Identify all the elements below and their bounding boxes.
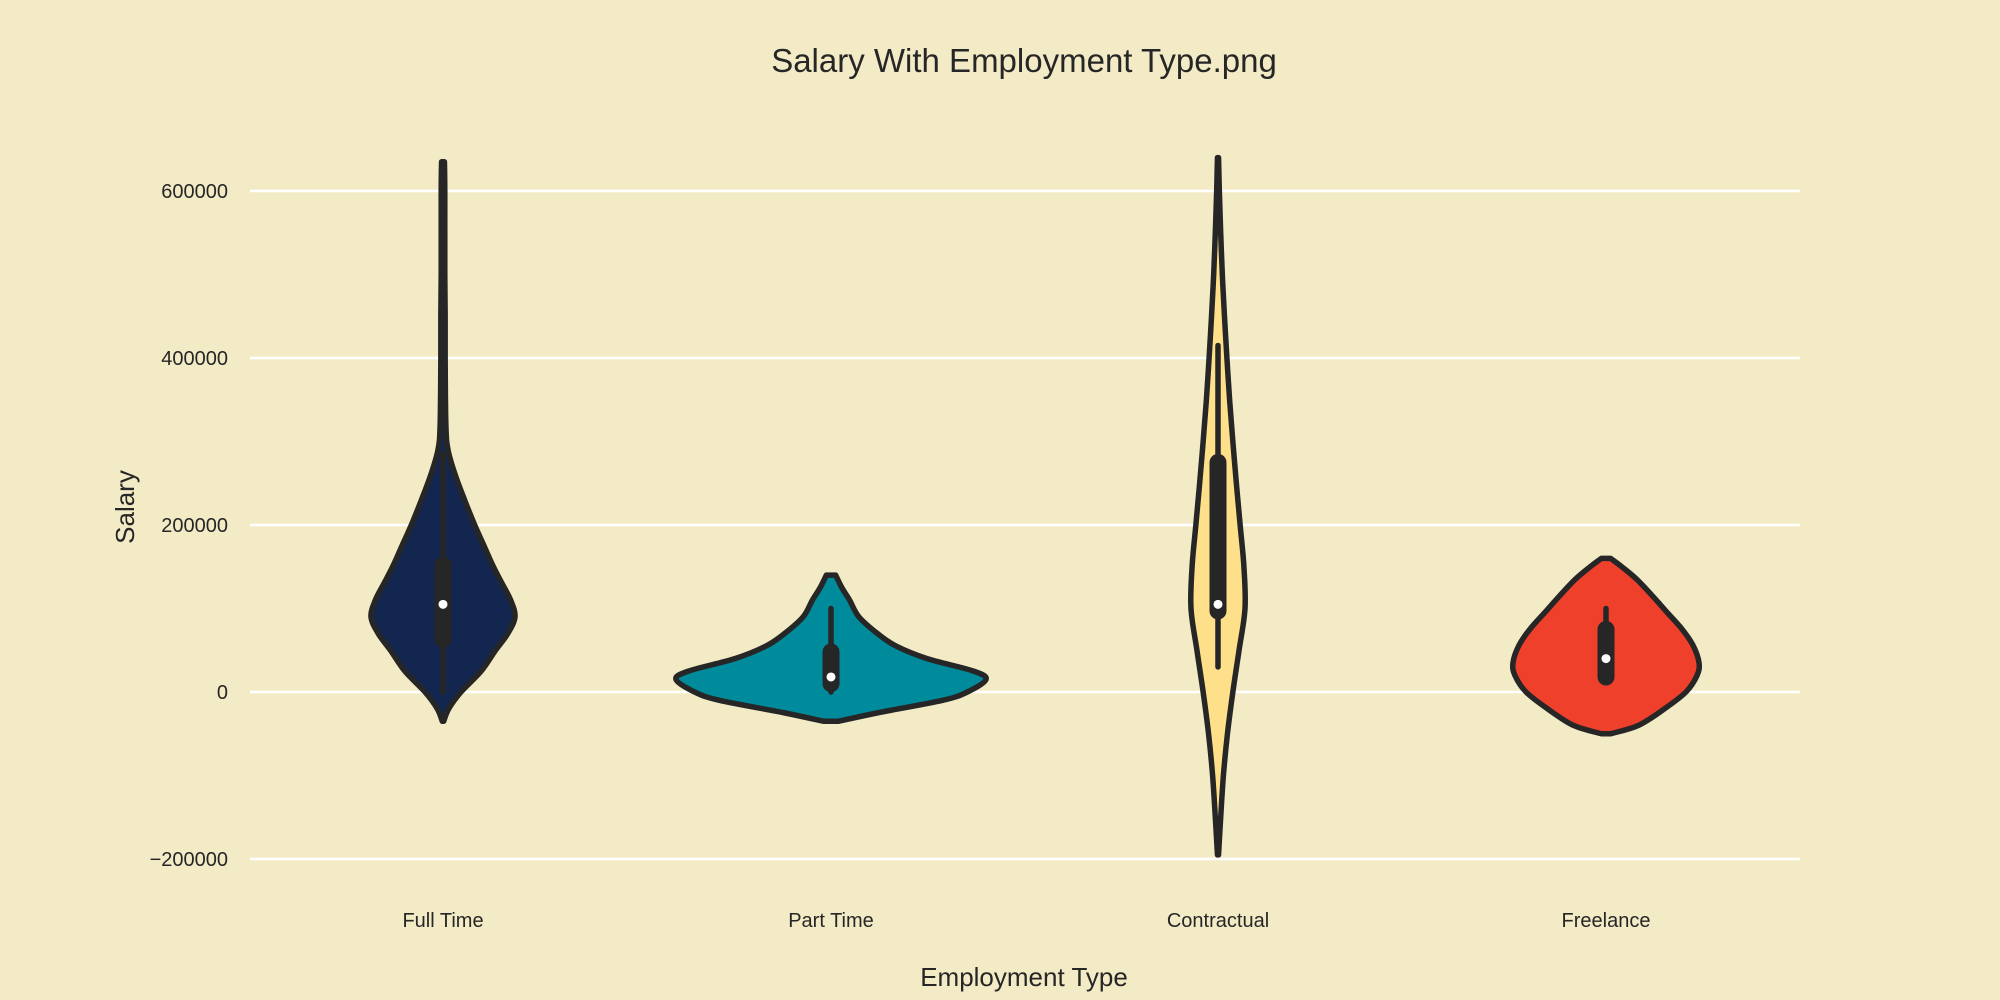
violin-full-time [368,159,518,724]
violin-freelance [1509,555,1703,737]
violin-median-point [1601,654,1611,664]
grid-layer [250,189,1800,861]
chart-title: Salary With Employment Type.png [771,42,1277,79]
violin-part-time [673,572,989,724]
x-tick-label: Freelance [1562,910,1651,932]
violin-contractual [1187,154,1249,858]
violin-median-point [438,599,448,609]
x-tick-labels: Full Time Part Time Contractual Freelance [402,910,1650,932]
violin-median-point [826,672,836,682]
violin-layer [368,154,1703,858]
violin-median-point [1213,599,1223,609]
y-tick-label: 0 [217,682,228,704]
x-axis-label: Employment Type [920,962,1128,992]
x-tick-label: Contractual [1167,910,1269,932]
x-tick-label: Part Time [788,910,874,932]
y-tick-label: 600000 [161,181,228,203]
y-tick-label: −200000 [150,849,228,871]
x-tick-label: Full Time [402,910,483,932]
y-tick-label: 400000 [161,348,228,370]
y-tick-label: 200000 [161,515,228,537]
y-axis-label: Salary [110,470,140,544]
y-tick-labels: −200000 0 200000 400000 600000 [150,181,228,871]
violin-body [368,159,518,724]
